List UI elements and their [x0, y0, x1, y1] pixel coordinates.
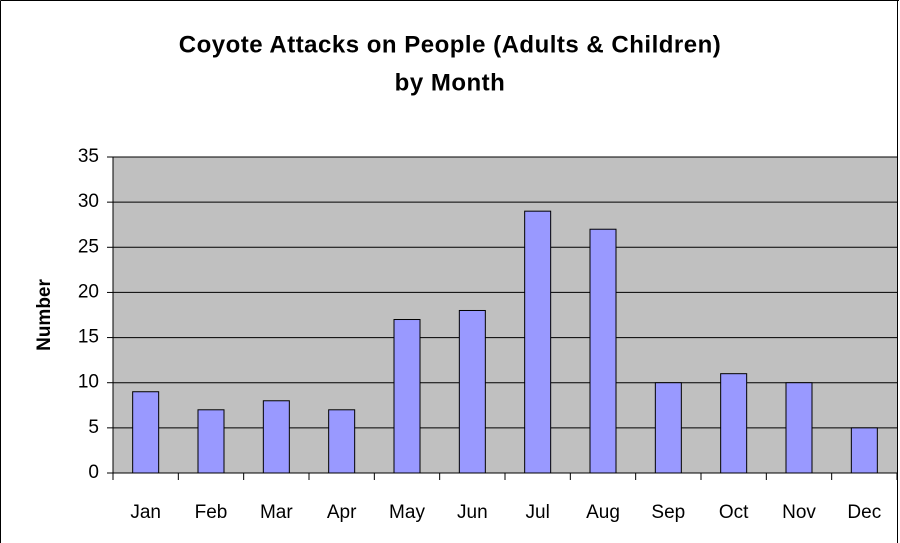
y-tick-label: 0 [88, 462, 99, 483]
y-tick-label: 25 [78, 236, 99, 257]
x-tick-label: Oct [719, 502, 749, 523]
x-tick-label: Dec [847, 502, 881, 523]
bar [720, 373, 748, 474]
x-tick-label: Jan [130, 502, 161, 523]
x-tick-label: Jul [526, 502, 550, 523]
x-tick-label: Nov [782, 502, 816, 523]
x-tick-label: May [389, 502, 425, 523]
bar [589, 228, 617, 474]
bar [524, 210, 552, 474]
y-tick-label: 10 [78, 372, 99, 393]
bar [197, 409, 225, 474]
y-tick-label: 20 [78, 281, 99, 302]
x-tick-label: Jun [457, 502, 488, 523]
x-tick-label: Mar [260, 502, 293, 523]
y-tick-label: 30 [78, 191, 99, 212]
bar [328, 409, 356, 474]
y-tick-label: 35 [78, 146, 99, 167]
bar [654, 382, 682, 474]
bar [262, 400, 290, 474]
y-tick-label: 5 [88, 417, 99, 438]
plot-area [113, 157, 897, 473]
bar [132, 391, 160, 474]
chart-title: Coyote Attacks on People (Adults & Child… [179, 31, 722, 58]
bar [850, 427, 878, 474]
chart-title: by Month [395, 69, 506, 96]
bar [393, 319, 421, 474]
bar [785, 382, 813, 474]
x-tick-label: Apr [327, 502, 357, 523]
bar [458, 309, 486, 474]
x-tick-label: Feb [195, 502, 228, 523]
x-tick-label: Sep [651, 502, 685, 523]
y-axis-label: Number [34, 279, 55, 351]
y-tick-label: 15 [78, 327, 99, 348]
x-tick-label: Aug [586, 502, 620, 523]
